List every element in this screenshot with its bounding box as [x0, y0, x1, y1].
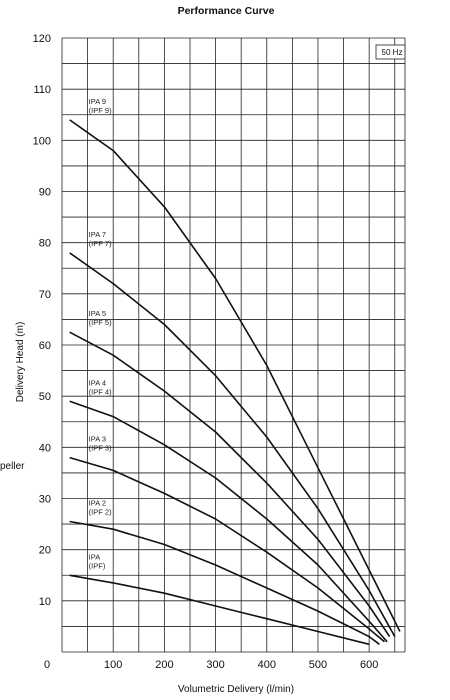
curve-label: IPA 9 [89, 97, 106, 106]
curve-ipa-9 [69, 119, 401, 632]
curve-labels: IPA 9(IPF 9) IPA 7(IPF 7) IPA 5(IPF 5) IPA … [89, 97, 112, 570]
curve-label: IPA [89, 552, 101, 561]
y-tick-label: 90 [39, 187, 51, 199]
curve-ipa-7 [69, 252, 396, 637]
side-text: peller [0, 461, 25, 472]
curve-label-alt: (IPF) [89, 561, 106, 570]
curve-label-alt: (IPF 3) [89, 444, 112, 453]
y-tick-label: 70 [39, 289, 51, 301]
curve-label-alt: (IPF 9) [89, 106, 112, 115]
curve-ipa-3 [69, 456, 386, 643]
y-tick-label: 50 [39, 391, 51, 403]
x-tick-label: 200 [155, 659, 173, 671]
x-tick-label: 300 [206, 659, 224, 671]
curve-label-alt: (IPF 4) [89, 387, 112, 396]
y-tick-label: 60 [39, 340, 51, 352]
chart-title: Performance Curve [178, 5, 275, 17]
curve-ipa [69, 574, 370, 646]
y-tick-label: 110 [33, 84, 51, 96]
curve-ipa-5 [69, 331, 391, 638]
grid [61, 37, 406, 653]
x-tick-label: 100 [104, 659, 122, 671]
curve-label: IPA 4 [89, 378, 106, 387]
x-tick-label: 600 [360, 659, 378, 671]
x-tick-label: 400 [258, 659, 276, 671]
x-tick-labels: 100 200 300 400 500 600 [104, 659, 378, 671]
y-tick-label: 40 [39, 442, 51, 454]
y-tick-label: 120 [33, 33, 51, 45]
curve-label: IPA 3 [89, 435, 106, 444]
curve-label-alt: (IPF 2) [89, 508, 112, 517]
curves [69, 119, 401, 646]
curve-label-alt: (IPF 5) [89, 318, 112, 327]
curve-ipa-2 [69, 520, 380, 645]
x-tick-label: 500 [309, 659, 327, 671]
y-tick-label: 100 [33, 135, 51, 147]
frequency-box [375, 44, 406, 60]
frequency-label: 50 Hz [382, 48, 403, 57]
y-axis-label: Delivery Head (m) [15, 322, 26, 403]
y-tick-labels: 10 20 30 40 50 60 70 80 90 100 110 120 [33, 33, 51, 608]
y-tick-label: 30 [39, 494, 51, 506]
curve-ipa-4 [69, 400, 388, 643]
origin-label: 0 [44, 659, 50, 671]
curve-label-alt: (IPF 7) [89, 239, 112, 248]
curve-label: IPA 5 [89, 309, 106, 318]
y-tick-label: 20 [39, 545, 51, 557]
curve-label: IPA 2 [89, 499, 106, 508]
x-axis-label: Volumetric Delivery (l/min) [178, 684, 294, 695]
y-tick-label: 80 [39, 238, 51, 250]
y-tick-label: 10 [39, 596, 51, 608]
curve-label: IPA 7 [89, 230, 106, 239]
